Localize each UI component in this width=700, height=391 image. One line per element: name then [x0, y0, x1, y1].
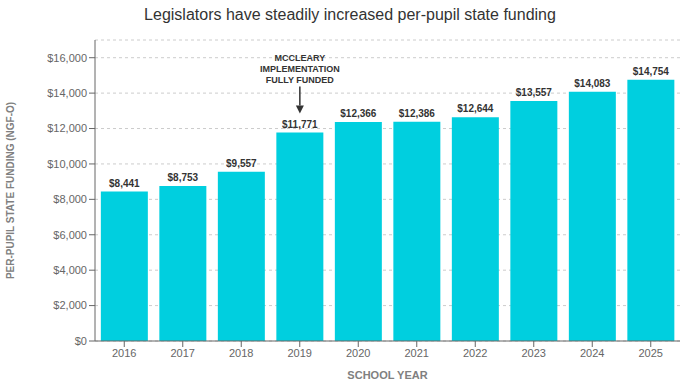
svg-text:$10,000: $10,000 — [47, 158, 87, 170]
svg-text:2019: 2019 — [288, 347, 312, 359]
html-text:Legislators have steadily incr: Legislators have steadily increased per-… — [144, 6, 556, 23]
svg-text:$12,386: $12,386 — [399, 108, 436, 119]
svg-text:$4,000: $4,000 — [53, 264, 87, 276]
svg-text:$12,000: $12,000 — [47, 122, 87, 134]
svg-text:$8,753: $8,753 — [168, 172, 199, 183]
svg-text:$12,644: $12,644 — [457, 103, 494, 114]
svg-text:$6,000: $6,000 — [53, 229, 87, 241]
svg-text:$2,000: $2,000 — [53, 299, 87, 311]
svg-text:2016: 2016 — [112, 347, 136, 359]
svg-text:$14,754: $14,754 — [633, 66, 670, 77]
svg-text:$16,000: $16,000 — [47, 52, 87, 64]
svg-text:2025: 2025 — [639, 347, 663, 359]
svg-text:$14,000: $14,000 — [47, 87, 87, 99]
svg-text:SCHOOL YEAR: SCHOOL YEAR — [347, 369, 427, 381]
svg-text:$8,441: $8,441 — [109, 178, 140, 189]
svg-text:2017: 2017 — [171, 347, 195, 359]
svg-text:$0: $0 — [75, 335, 87, 347]
svg-text:2022: 2022 — [463, 347, 487, 359]
svg-text:MCCLEARYIMPLEMENTATIONFULLY FU: MCCLEARYIMPLEMENTATIONFULLY FUNDED — [260, 53, 340, 85]
svg-text:2020: 2020 — [346, 347, 370, 359]
svg-text:$8,000: $8,000 — [53, 193, 87, 205]
svg-text:$13,557: $13,557 — [516, 87, 553, 98]
svg-text:2023: 2023 — [522, 347, 546, 359]
svg-text:$12,366: $12,366 — [340, 108, 377, 119]
svg-text:2024: 2024 — [580, 347, 604, 359]
svg-text:$14,083: $14,083 — [574, 78, 611, 89]
svg-text:2018: 2018 — [229, 347, 253, 359]
svg-text:PER-PUPIL STATE FUNDING (NGF-O: PER-PUPIL STATE FUNDING (NGF-O) — [8, 102, 16, 279]
svg-text:$9,557: $9,557 — [226, 158, 257, 169]
svg-text:2021: 2021 — [405, 347, 429, 359]
svg-text:$11,771: $11,771 — [282, 119, 318, 130]
